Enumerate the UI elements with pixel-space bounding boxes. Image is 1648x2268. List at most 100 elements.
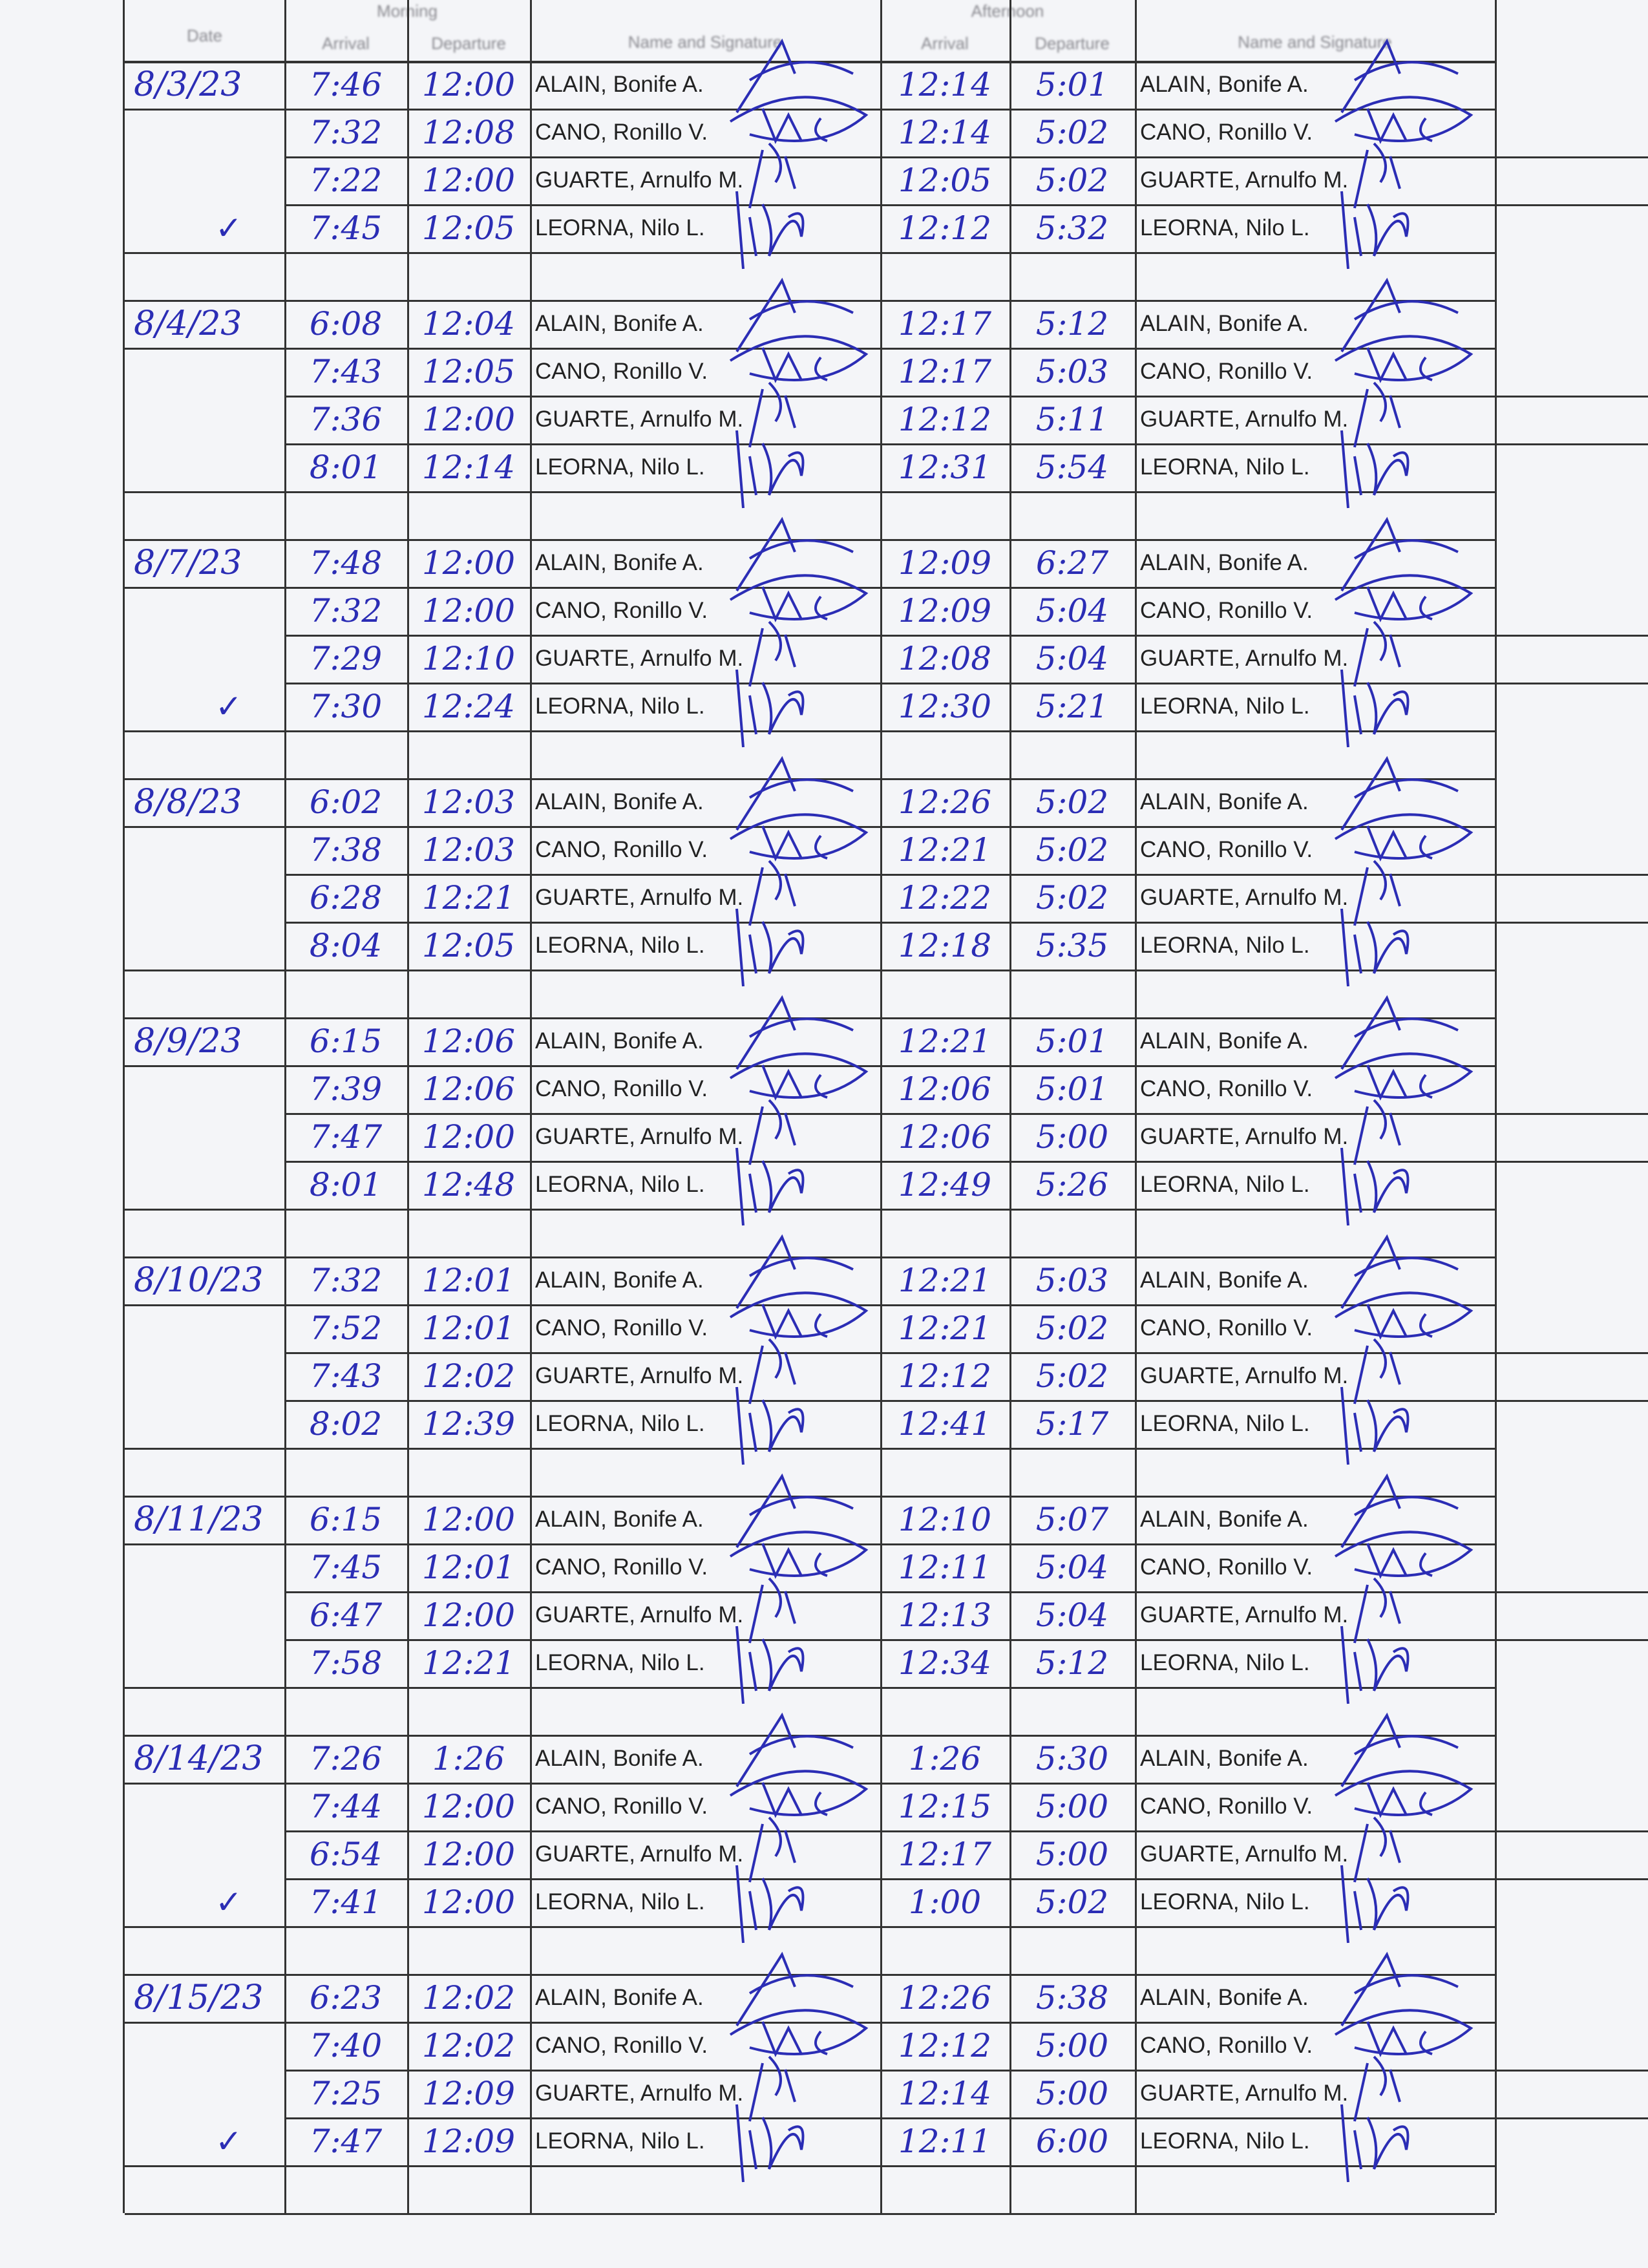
date-cell: 8/4/23 <box>134 304 242 343</box>
signature-pm <box>1353 860 1401 926</box>
afternoon-departure: 5:54 <box>1035 449 1109 486</box>
row-divider <box>284 1352 1648 1354</box>
column-divider <box>880 0 882 2213</box>
morning-departure: 12:00 <box>421 1788 516 1825</box>
morning-arrival: 7:45 <box>309 209 383 247</box>
header-date: Date <box>187 26 222 45</box>
morning-arrival: 7:36 <box>309 401 383 438</box>
morning-arrival: 6:02 <box>309 783 383 821</box>
employee-name-pm: ALAIN, Bonife A. <box>1140 789 1309 814</box>
employee-name-am: GUARTE, Arnulfo M. <box>535 167 744 193</box>
afternoon-departure: 5:02 <box>1035 1357 1109 1395</box>
row-divider <box>284 443 1648 445</box>
afternoon-arrival: 12:09 <box>898 544 992 582</box>
signature-am <box>735 1147 805 1226</box>
signature-am <box>729 1052 869 1101</box>
employee-name-pm: GUARTE, Arnulfo M. <box>1140 167 1349 193</box>
row-divider <box>125 970 1495 971</box>
column-divider <box>1135 0 1137 2213</box>
header-afternoon: Afternoon <box>971 1 1044 21</box>
employee-name-pm: CANO, Ronillo V. <box>1140 2033 1313 2058</box>
morning-arrival: 7:43 <box>309 353 383 390</box>
signature-am <box>748 1816 796 1883</box>
employee-name-am: LEORNA, Nilo L. <box>535 1411 705 1436</box>
morning-arrival: 7:46 <box>309 66 383 103</box>
afternoon-arrival: 12:06 <box>898 1118 992 1156</box>
date-cell: 8/3/23 <box>134 65 242 104</box>
row-divider <box>284 635 1648 637</box>
row-divider <box>284 1830 1648 1832</box>
row-divider <box>125 1783 1495 1785</box>
afternoon-arrival: 12:13 <box>898 1596 992 1634</box>
row-divider <box>125 491 1495 493</box>
afternoon-arrival: 12:10 <box>898 1501 992 1538</box>
signature-am <box>735 669 805 748</box>
morning-arrival: 7:47 <box>309 1118 383 1156</box>
employee-name-pm: LEORNA, Nilo L. <box>1140 1172 1310 1197</box>
employee-name-am: LEORNA, Nilo L. <box>535 454 705 480</box>
afternoon-departure: 5:30 <box>1035 1740 1109 1777</box>
afternoon-departure: 5:02 <box>1035 879 1109 917</box>
signature-pm <box>1340 1712 1459 1788</box>
afternoon-departure: 5:01 <box>1035 66 1109 103</box>
morning-departure: 12:00 <box>421 1118 516 1156</box>
signature-am <box>748 2055 796 2122</box>
row-divider <box>284 1113 1648 1115</box>
employee-name-am: ALAIN, Bonife A. <box>535 789 704 814</box>
morning-departure: 12:01 <box>421 1262 516 1299</box>
row-divider <box>284 1591 1648 1593</box>
signature-am <box>735 191 805 270</box>
morning-arrival: 8:04 <box>309 927 383 964</box>
morning-departure: 12:01 <box>421 1309 516 1347</box>
signature-am <box>748 381 796 448</box>
signature-pm <box>1340 1386 1410 1465</box>
signature-am <box>748 1577 796 1644</box>
date-cell: 8/14/23 <box>134 1739 264 1778</box>
afternoon-arrival: 12:21 <box>898 831 992 869</box>
morning-departure: 12:05 <box>421 353 516 390</box>
morning-arrival: 6:15 <box>309 1023 383 1060</box>
employee-name-am: CANO, Ronillo V. <box>535 359 708 384</box>
header-name-signature-am: Name and Signature <box>628 32 783 52</box>
employee-name-pm: CANO, Ronillo V. <box>1140 1554 1313 1580</box>
signature-pm <box>1334 813 1474 862</box>
afternoon-departure: 5:02 <box>1035 162 1109 199</box>
afternoon-departure: 5:00 <box>1035 2027 1109 2064</box>
morning-departure: 12:00 <box>421 66 516 103</box>
column-divider <box>1009 0 1011 2213</box>
employee-name-am: ALAIN, Bonife A. <box>535 550 704 575</box>
signature-pm <box>1334 1531 1474 1579</box>
employee-name-am: GUARTE, Arnulfo M. <box>535 407 744 432</box>
afternoon-departure: 5:38 <box>1035 1979 1109 2017</box>
row-divider <box>284 1878 1648 1880</box>
afternoon-departure: 5:03 <box>1035 1262 1109 1299</box>
signature-pm <box>1340 277 1459 353</box>
afternoon-departure: 5:04 <box>1035 640 1109 677</box>
afternoon-arrival: 12:08 <box>898 640 992 677</box>
row-divider <box>284 204 1648 206</box>
employee-name-am: GUARTE, Arnulfo M. <box>535 1602 744 1627</box>
morning-arrival: 7:43 <box>309 1357 383 1395</box>
morning-departure: 12:02 <box>421 2027 516 2064</box>
date-cell: 8/11/23 <box>134 1500 264 1539</box>
signature-am <box>729 574 869 622</box>
signature-am <box>729 335 869 383</box>
employee-name-am: LEORNA, Nilo L. <box>535 1172 705 1197</box>
afternoon-departure: 5:02 <box>1035 1309 1109 1347</box>
signature-am <box>748 1338 796 1404</box>
afternoon-arrival: 12:14 <box>898 114 992 151</box>
morning-arrival: 7:44 <box>309 1788 383 1825</box>
afternoon-arrival: 12:17 <box>898 1836 992 1873</box>
signature-am <box>729 2009 869 2057</box>
signature-pm <box>1334 1052 1474 1101</box>
morning-departure: 12:21 <box>421 879 516 917</box>
date-cell: 8/9/23 <box>134 1022 242 1061</box>
morning-departure: 12:00 <box>421 1501 516 1538</box>
employee-name-pm: CANO, Ronillo V. <box>1140 1315 1313 1341</box>
morning-departure: 12:04 <box>421 305 516 343</box>
signature-pm <box>1340 1234 1459 1309</box>
signature-pm <box>1334 574 1474 622</box>
afternoon-departure: 5:00 <box>1035 1118 1109 1156</box>
employee-name-am: GUARTE, Arnulfo M. <box>535 646 744 671</box>
signature-pm <box>1340 516 1459 592</box>
